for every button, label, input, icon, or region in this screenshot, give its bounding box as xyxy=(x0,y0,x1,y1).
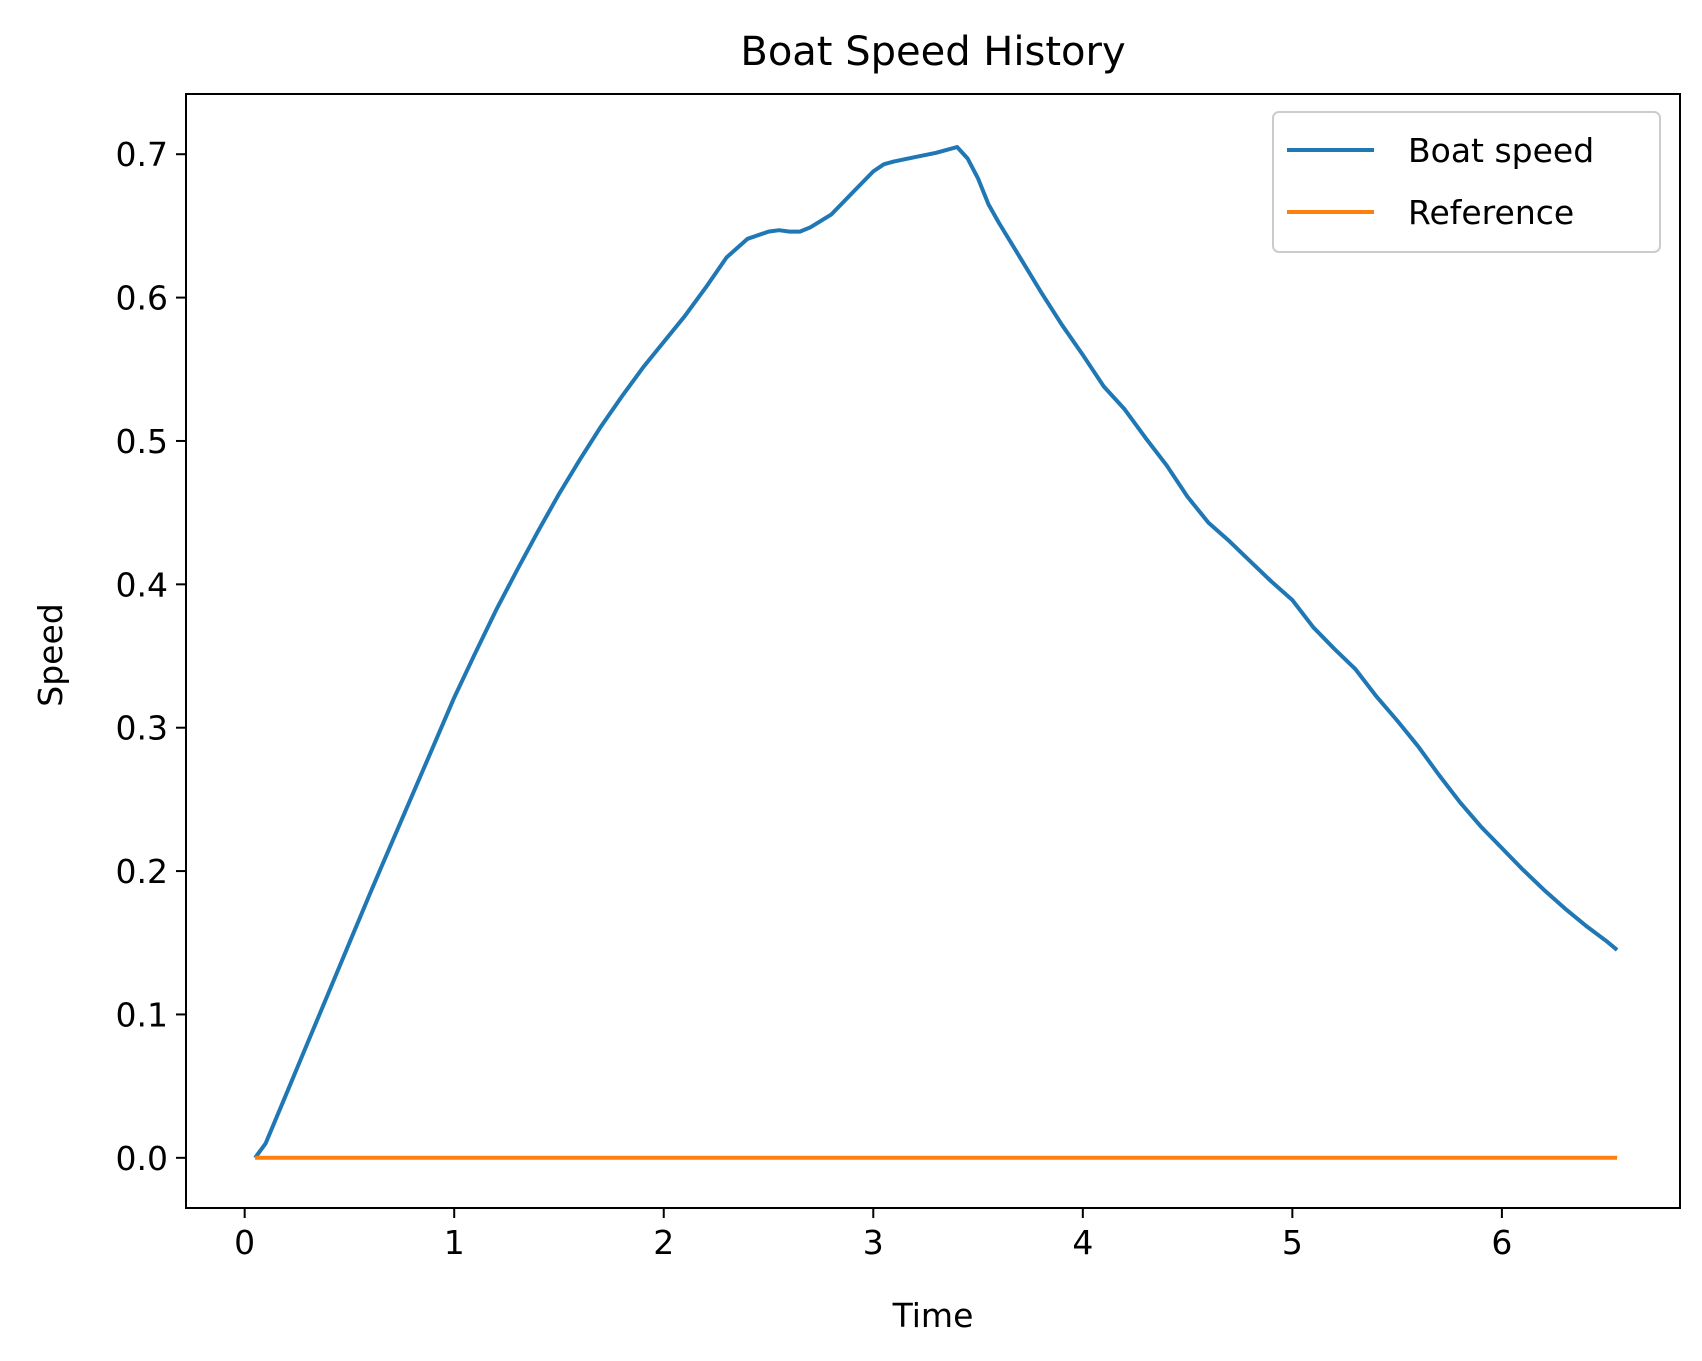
series-line-boat-speed xyxy=(253,145,1619,1159)
x-axis-ticks: 0 1 2 3 4 5 6 xyxy=(234,1208,1512,1262)
y-tick-label: 0.4 xyxy=(116,565,168,604)
x-tick-label: 2 xyxy=(653,1223,674,1262)
y-tick-label: 0.6 xyxy=(116,279,168,318)
y-tick-label: 0.0 xyxy=(116,1139,168,1178)
legend-label-reference: Reference xyxy=(1408,193,1574,232)
y-tick-label: 0.2 xyxy=(116,852,168,891)
x-tick-label: 5 xyxy=(1282,1223,1303,1262)
series-lines xyxy=(253,145,1619,1160)
y-tick-label: 0.3 xyxy=(116,709,168,748)
legend-label-boat-speed: Boat speed xyxy=(1408,131,1594,170)
x-tick-label: 3 xyxy=(863,1223,884,1262)
y-axis-ticks: 0.0 0.1 0.2 0.3 0.4 0.5 0.6 0.7 xyxy=(116,135,186,1178)
y-tick-label: 0.1 xyxy=(116,995,168,1034)
legend-box xyxy=(1272,111,1661,253)
y-tick-label: 0.7 xyxy=(116,135,168,174)
x-tick-label: 0 xyxy=(234,1223,255,1262)
x-tick-label: 6 xyxy=(1491,1223,1512,1262)
x-tick-label: 4 xyxy=(1072,1223,1093,1262)
x-axis-title: Time xyxy=(892,1296,974,1335)
chart-title: Boat Speed History xyxy=(740,29,1125,75)
plot-area: 0 1 2 3 4 5 6 0.0 0.1 0.2 0.3 0.4 0.5 0.6 0.7 xyxy=(116,93,1681,1262)
y-tick-label: 0.5 xyxy=(116,422,168,461)
y-axis-title: Speed xyxy=(31,603,70,706)
x-tick-label: 1 xyxy=(444,1223,465,1262)
legend: Boat speed Reference xyxy=(1272,111,1661,253)
axes-frame xyxy=(185,93,1681,1209)
